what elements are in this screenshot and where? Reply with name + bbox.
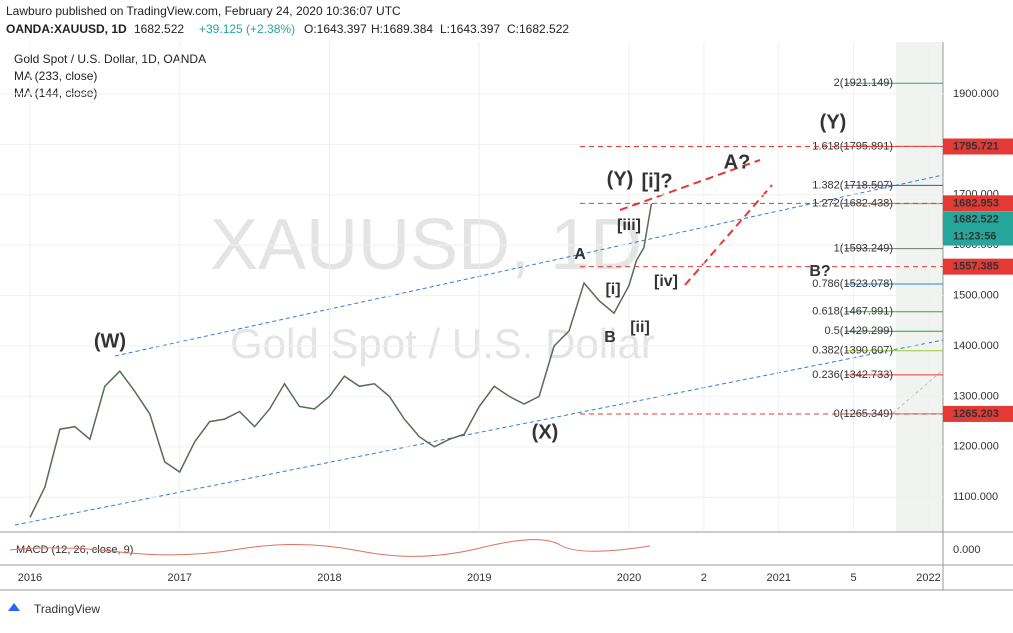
price-box-label: 1265.203 — [953, 408, 999, 420]
macd-line — [9, 539, 651, 557]
byline: Lawburo published on TradingView.com, Fe… — [6, 4, 401, 18]
wave-label: (W) — [94, 330, 126, 352]
fib-label: 0.786(1523.078) — [812, 278, 893, 290]
x-tick-label: 5 — [851, 572, 857, 584]
x-tick-label: 2016 — [18, 572, 42, 584]
macd-zero: 0.000 — [953, 544, 981, 556]
symbol: OANDA:XAUUSD, 1D — [6, 22, 127, 36]
x-tick-label: 2019 — [467, 572, 491, 584]
footer: TradingView — [34, 602, 100, 616]
wave-label: (Y) — [607, 168, 634, 190]
price-box-label: 1795.721 — [953, 140, 999, 152]
wave-label: [iii] — [617, 217, 641, 234]
y-tick-label: 1500.000 — [953, 289, 999, 301]
projection — [619, 159, 761, 211]
instrument: Gold Spot / U.S. Dollar, 1D, OANDA — [14, 52, 206, 66]
watermark-name: Gold Spot / U.S. Dollar — [230, 320, 655, 367]
fib-label: 0.5(1429.299) — [825, 325, 894, 337]
last: 1682.522 — [134, 22, 184, 36]
ohlc: L:1643.397 — [440, 22, 500, 36]
price-box — [943, 405, 1013, 422]
change: +39.125 (+2.38%) — [199, 22, 295, 36]
fib-label: 0.618(1467.991) — [812, 306, 893, 318]
logo — [8, 603, 20, 611]
x-tick-label: 2018 — [317, 572, 341, 584]
wave-label: B — [604, 329, 616, 346]
wave-label: [i]? — [641, 170, 672, 192]
x-tick-label: 2021 — [766, 572, 790, 584]
price-box-label: 1557.385 — [953, 261, 999, 273]
wave-label: [i] — [605, 281, 620, 298]
fib-label: 0.382(1390.607) — [812, 345, 893, 357]
fib-label: 1.382(1718.507) — [812, 179, 893, 191]
ohlc: C:1682.522 — [507, 22, 569, 36]
x-tick-label: 2020 — [617, 572, 641, 584]
ohlc: O:1643.397 — [304, 22, 367, 36]
y-tick-label: 1400.000 — [953, 340, 999, 352]
wave-label: [ii] — [630, 319, 650, 336]
x-tick-label: 2 — [701, 572, 707, 584]
x-tick-label: 2017 — [167, 572, 191, 584]
y-tick-label: 1200.000 — [953, 441, 999, 453]
wave-label: [iv] — [654, 273, 678, 290]
last-box — [943, 211, 1013, 246]
price-box-label: 1682.953 — [953, 197, 999, 209]
ohlc: H:1689.384 — [371, 22, 433, 36]
price-box — [943, 258, 1013, 275]
fib-label: 0.236(1342.733) — [812, 369, 893, 381]
wave-label: A — [574, 246, 586, 263]
countdown: 11:23:56 — [953, 230, 996, 242]
wave-label: (Y) — [820, 111, 847, 133]
x-tick-label: 2022 — [916, 572, 940, 584]
indicator: MA (144, close) — [14, 86, 97, 100]
channel-line — [114, 174, 944, 357]
y-tick-label: 1900.000 — [953, 88, 999, 100]
indicator: MA (233, close) — [14, 69, 97, 83]
price-box — [943, 138, 1013, 155]
wave-label: (X) — [532, 421, 559, 443]
fib-label: 1(1593.249) — [834, 242, 893, 254]
future-zone — [896, 42, 943, 532]
last-label: 1682.522 — [953, 213, 999, 225]
y-tick-label: 1100.000 — [953, 491, 998, 503]
projection — [684, 184, 773, 286]
channel-line — [14, 339, 944, 526]
wave-label: A? — [724, 151, 751, 173]
wave-label: B? — [809, 263, 830, 280]
fib-trend — [892, 369, 944, 414]
y-tick-label: 1300.000 — [953, 390, 999, 402]
price-line-series — [29, 203, 653, 518]
price-box — [943, 195, 1013, 212]
macd-title: MACD (12, 26, close, 9) — [16, 544, 133, 556]
fib-label: 2(1921.149) — [834, 77, 893, 89]
